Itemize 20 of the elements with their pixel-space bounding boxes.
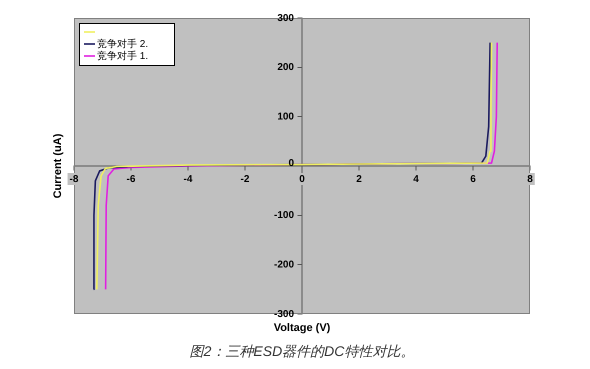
y-tick-label: -200 (274, 259, 294, 270)
x-axis-title: Voltage (V) (274, 322, 331, 334)
x-tick-label: 6 (470, 174, 476, 185)
y-tick-label: 300 (277, 12, 294, 24)
y-tick-label: 100 (277, 111, 294, 122)
y-axis-title: Current (uA) (52, 133, 64, 198)
y-tick-label: -100 (274, 210, 294, 222)
text: 图2：三种ESD器件的DC特性对比。 (190, 342, 414, 359)
legend-label: 竞争对手 2. (97, 38, 148, 50)
x-tick-label: 0 (299, 174, 306, 185)
x-tick-label: 4 (413, 174, 420, 185)
legend-label: 竞争对手 1. (97, 50, 148, 62)
x-tick-label: -8 (70, 174, 79, 185)
x-tick-label: -4 (184, 174, 193, 185)
x-tick-label: 8 (527, 174, 534, 185)
y-tick-label: -300 (274, 308, 294, 320)
y-tick-label: 200 (277, 62, 294, 74)
x-tick-label: -6 (126, 174, 136, 185)
x-tick-label: 2 (356, 174, 362, 185)
x-tick-label: -2 (240, 174, 250, 185)
